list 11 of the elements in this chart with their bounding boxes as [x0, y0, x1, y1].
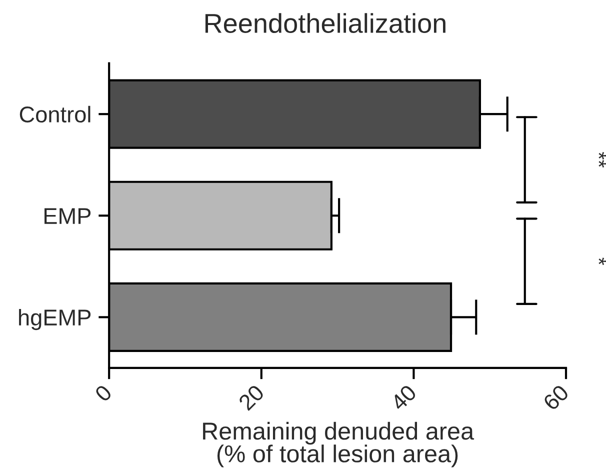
- y-tick-label: Control: [20, 106, 90, 123]
- x-tick-label: 0: [94, 384, 113, 403]
- x-tick-label: 40: [390, 384, 418, 412]
- text: **: [598, 152, 606, 168]
- chart-title: Reendothelialization: [205, 13, 446, 34]
- x-axis-title: Remaining denuded area (% of total lesion area): [203, 422, 474, 468]
- x-tick-label: 20: [238, 384, 265, 412]
- text: *: [598, 258, 606, 266]
- y-tick-label: hgEMP: [19, 308, 91, 330]
- x-tick-label: 60: [542, 384, 570, 412]
- y-tick-label: EMP: [44, 208, 91, 224]
